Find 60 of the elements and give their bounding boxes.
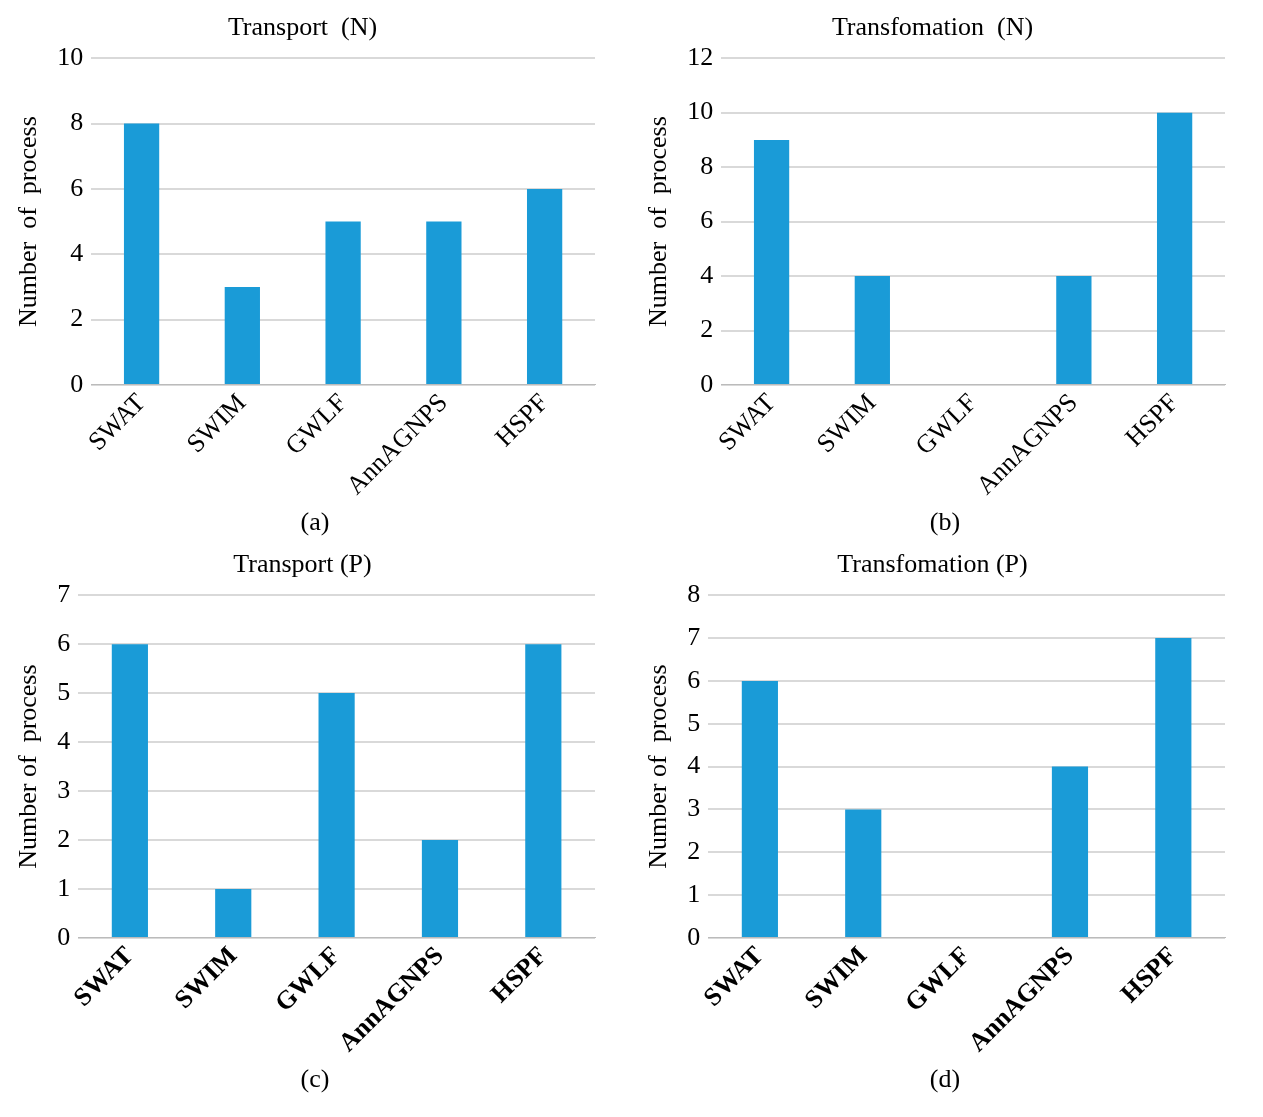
bar — [526, 188, 563, 384]
text: (b) — [928, 507, 962, 537]
y-tick-label: 4 — [700, 259, 714, 289]
y-tick-label: 2 — [687, 836, 701, 866]
bar — [854, 276, 890, 384]
y-tick-label: 8 — [687, 579, 701, 609]
y-tick-label: 1 — [57, 872, 71, 902]
y-tick-label: 7 — [57, 579, 71, 609]
bar — [741, 680, 778, 937]
bar — [215, 888, 252, 937]
y-tick-label: 10 — [57, 42, 84, 72]
chart-title: Transfomation (P) — [837, 549, 1028, 579]
y-tick-label: 8 — [70, 107, 84, 137]
bar — [318, 693, 355, 937]
y-tick-label: 5 — [57, 676, 71, 706]
y-tick-label: 0 — [70, 368, 84, 398]
text: (a) — [299, 507, 331, 537]
chart-title: Transport (N) — [227, 12, 378, 42]
y-tick-label: 4 — [57, 725, 71, 755]
y-tick-label: 6 — [700, 205, 714, 235]
bar — [1051, 766, 1089, 937]
y-tick-label: 2 — [700, 314, 714, 344]
bar — [111, 644, 148, 937]
y-tick-label: 10 — [687, 96, 714, 126]
bar — [123, 123, 160, 384]
y-tick-label: 2 — [70, 303, 84, 333]
y-tick-label: 5 — [687, 707, 701, 737]
bar — [1155, 638, 1192, 937]
text: (c) — [299, 1064, 331, 1094]
y-tick-label: 6 — [57, 627, 71, 657]
y-tick-label: 0 — [700, 368, 714, 398]
chart-title: Transfomation (N) — [831, 12, 1034, 42]
text: (d) — [928, 1064, 962, 1094]
y-tick-label: 2 — [57, 823, 71, 853]
y-axis-title: Number of process — [643, 116, 673, 328]
bar — [845, 809, 882, 937]
y-tick-label: 3 — [687, 793, 701, 823]
y-tick-label: 3 — [57, 774, 71, 804]
y-tick-label: 4 — [687, 750, 701, 780]
bar — [525, 644, 562, 937]
bar — [421, 839, 459, 937]
y-axis-title: Number of process — [13, 116, 43, 328]
bar — [325, 221, 361, 384]
bar — [1156, 112, 1193, 384]
y-tick-label: 12 — [687, 42, 714, 72]
y-tick-label: 6 — [687, 664, 701, 694]
y-tick-label: 0 — [57, 921, 71, 951]
y-tick-label: 6 — [70, 172, 84, 202]
y-axis-title: Number of process — [13, 664, 43, 869]
bar — [426, 221, 462, 384]
chart-title: Transport (P) — [233, 549, 372, 579]
y-tick-label: 8 — [700, 150, 714, 180]
bar — [224, 286, 260, 384]
y-tick-label: 0 — [687, 921, 701, 951]
y-tick-label: 1 — [687, 878, 701, 908]
bar — [753, 139, 790, 384]
y-axis-title: Number of process — [643, 664, 673, 869]
y-tick-label: 4 — [70, 238, 84, 268]
bar — [1056, 276, 1092, 384]
y-tick-label: 7 — [687, 621, 701, 651]
